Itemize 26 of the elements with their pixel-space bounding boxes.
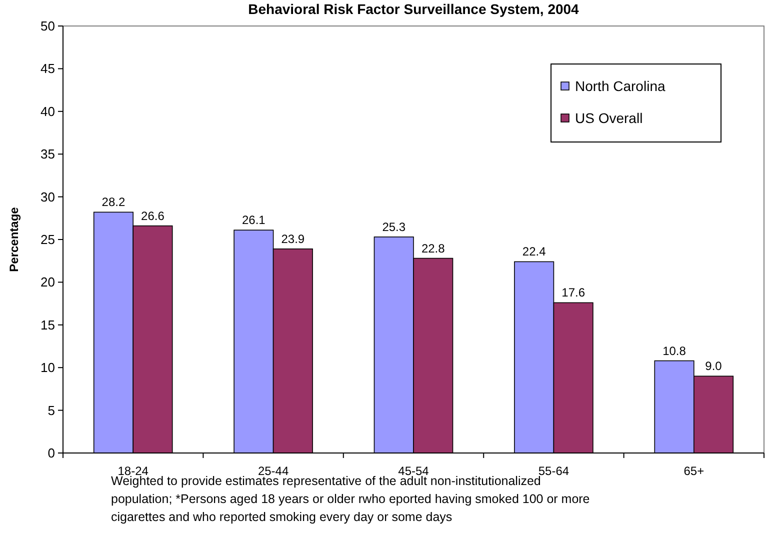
y-tick-label: 40 bbox=[40, 104, 55, 119]
legend-label: North Carolina bbox=[575, 78, 666, 94]
data-label: 9.0 bbox=[705, 359, 722, 374]
x-tick-label: 65+ bbox=[684, 464, 704, 478]
y-tick-label: 20 bbox=[40, 274, 55, 290]
data-label: 25.3 bbox=[382, 220, 406, 234]
data-label: 17.6 bbox=[562, 286, 586, 300]
data-label: 22.8 bbox=[421, 241, 446, 256]
y-tick-label: 45 bbox=[40, 61, 55, 76]
y-tick-label: 0 bbox=[48, 446, 55, 460]
data-label: 23.9 bbox=[281, 232, 305, 246]
y-tick-label: 25 bbox=[40, 232, 55, 247]
y-tick-label: 35 bbox=[40, 146, 55, 162]
chart-title: Behavioral Risk Factor Surveillance System, 2004 bbox=[248, 1, 580, 17]
y-axis-title: Percentage bbox=[7, 206, 21, 272]
legend-label: US Overall bbox=[575, 110, 643, 126]
data-label: 22.4 bbox=[522, 244, 546, 259]
data-label: 26.1 bbox=[242, 213, 266, 228]
y-tick-label: 5 bbox=[48, 402, 55, 418]
y-tick-label: 50 bbox=[40, 18, 55, 34]
y-tick-label: 15 bbox=[40, 317, 55, 332]
data-label: 10.8 bbox=[662, 344, 686, 358]
data-label: 28.2 bbox=[102, 195, 126, 210]
y-tick-label: 30 bbox=[40, 189, 55, 204]
data-label: 26.6 bbox=[141, 208, 165, 223]
y-tick-label: 10 bbox=[40, 360, 55, 376]
